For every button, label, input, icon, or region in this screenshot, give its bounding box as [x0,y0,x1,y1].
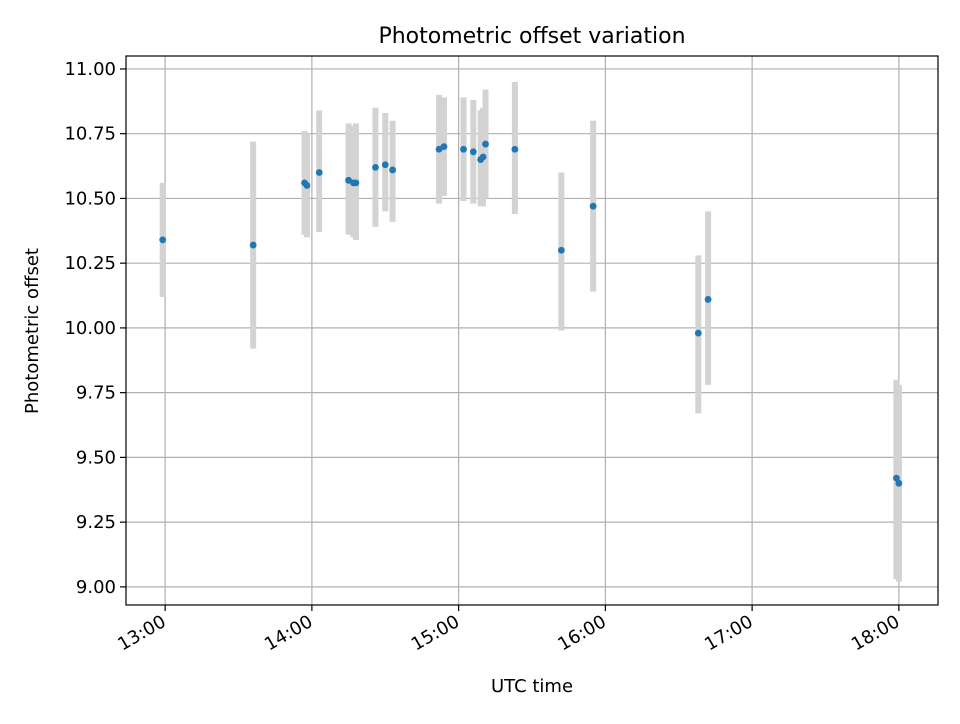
data-point [704,296,712,303]
data-points [159,140,903,487]
y-tick-label: 9.50 [76,447,116,468]
y-axis-ticks: 9.00 9.25 9.50 9.75 10.00 10.25 10.50 10.75 11.0… [64,59,126,598]
data-point [589,202,597,210]
data-point [469,148,477,156]
y-tick-label: 9.75 [76,383,116,404]
data-point [159,236,167,244]
data-point [303,182,311,189]
data-point [511,145,519,153]
data-point [249,241,257,249]
x-axis-label: UTC time [491,676,573,697]
y-tick-label: 10.75 [64,124,116,145]
data-point [460,145,467,153]
y-tick-label: 9.25 [76,512,116,533]
data-point [893,474,900,482]
data-point [381,161,389,169]
data-point [482,140,489,148]
plot-frame [125,55,939,606]
y-axis-label: Photometric offset [22,248,43,414]
data-point [372,163,379,171]
y-tick-label: 11.00 [64,59,116,80]
data-point [479,153,487,161]
data-point [895,479,903,487]
y-tick-label: 10.50 [64,188,116,209]
y-tick-label: 10.25 [64,253,116,274]
data-point [440,143,448,151]
chart-title: Photometric offset variation [378,24,685,49]
grid-lines [126,56,938,605]
data-point [557,246,565,254]
data-point [352,179,360,187]
data-point [694,329,702,337]
y-tick-label: 10.00 [64,318,116,339]
data-point [389,166,396,174]
y-tick-label: 9.00 [76,577,116,598]
data-point [315,169,323,176]
